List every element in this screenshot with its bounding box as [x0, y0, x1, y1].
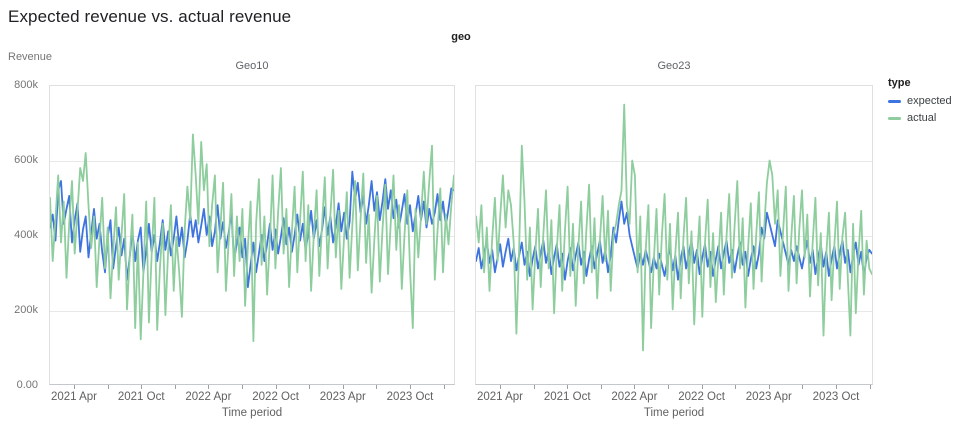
x-tick	[443, 385, 445, 389]
expected-line-swatch-icon	[888, 99, 901, 103]
x-tick	[836, 385, 837, 389]
x-tick	[410, 385, 411, 389]
actual-line	[50, 133, 454, 343]
y-axis-labels: 800k 600k 400k 200k 0.00	[0, 79, 43, 391]
x-tick-label: 2021 Oct	[543, 391, 591, 403]
x-tick	[174, 385, 176, 389]
x-ticks: 2021 Apr 2021 Oct 2022 Apr 2022 Oct 2023 Apr…	[49, 385, 455, 419]
x-tick	[768, 385, 770, 389]
legend-item-expected[interactable]: expected	[888, 95, 952, 107]
x-tick	[141, 385, 143, 389]
legend-title: type	[888, 77, 911, 89]
x-tick	[376, 385, 378, 389]
x-tick-label: 2023 Oct	[812, 391, 860, 403]
y-tick-label: 800k	[14, 79, 38, 91]
actual-line-swatch-icon	[888, 116, 901, 120]
x-tick-label: 2023 Apr	[745, 391, 792, 403]
x-tick	[500, 385, 501, 389]
x-tick-label: 2022 Apr	[185, 391, 232, 403]
legend-label: expected	[907, 95, 952, 107]
x-tick	[869, 385, 871, 389]
facet-field-label: geo	[451, 31, 471, 43]
x-tick	[600, 385, 602, 389]
legend-item-actual[interactable]: actual	[888, 112, 952, 124]
x-tick	[309, 385, 311, 389]
x-tick-label: 2022 Apr	[611, 391, 658, 403]
line-chart-geo10[interactable]	[50, 86, 454, 384]
legend-label: actual	[907, 112, 937, 124]
x-tick	[567, 385, 569, 389]
facet-title: Geo23	[657, 60, 691, 72]
x-tick-label: 2023 Oct	[386, 391, 434, 403]
gridline-600k	[476, 161, 872, 162]
x-tick-label: 2021 Apr	[476, 391, 524, 403]
x-tick	[802, 385, 804, 389]
x-tick-label: 2022 Oct	[252, 391, 299, 403]
x-ticks: 2021 Apr 2021 Oct 2022 Apr 2022 Oct 2023 Apr…	[475, 385, 873, 419]
x-axis-title: Time period	[643, 407, 705, 419]
x-tick	[107, 385, 109, 389]
gridline-200k	[476, 311, 872, 312]
legend: type expected actual	[888, 77, 952, 129]
x-tick	[74, 385, 75, 389]
x-tick	[533, 385, 535, 389]
x-tick	[342, 385, 344, 389]
x-tick-label: 2021 Oct	[117, 391, 165, 403]
x-tick	[208, 385, 210, 389]
plot-area-geo23[interactable]	[475, 85, 873, 385]
plot-area-geo10[interactable]	[49, 85, 455, 385]
x-tick	[275, 385, 277, 389]
gridline-400k	[476, 236, 872, 237]
x-tick-label: 2021 Apr	[50, 391, 98, 403]
y-tick-label: 400k	[14, 229, 38, 241]
x-axis-title: Time period	[221, 407, 283, 419]
x-tick	[634, 385, 636, 389]
chart-title: Expected revenue vs. actual revenue	[8, 7, 292, 26]
line-chart-geo23[interactable]	[476, 86, 872, 384]
actual-line	[476, 103, 872, 352]
x-tick-label: 2022 Oct	[678, 391, 725, 403]
y-axis-title: Revenue	[8, 51, 53, 63]
y-tick-label: 200k	[14, 304, 38, 316]
x-tick	[668, 385, 669, 389]
x-tick	[242, 385, 243, 389]
x-tick-label: 2023 Apr	[319, 391, 366, 403]
x-tick	[701, 385, 703, 389]
facet-geo23: Geo23 2021 Apr 2021 Oct 2022 Apr 2022 Oct 20…	[475, 60, 873, 419]
gridline-600k	[50, 161, 454, 162]
y-tick-label: 0.00	[16, 379, 38, 391]
y-tick-label: 600k	[14, 154, 38, 166]
x-tick	[735, 385, 737, 389]
facet-title: Geo10	[235, 60, 269, 72]
facet-geo10: Geo10 2021 Apr 2021 Oct 2022 Apr 2022 Oct 20…	[49, 60, 455, 419]
